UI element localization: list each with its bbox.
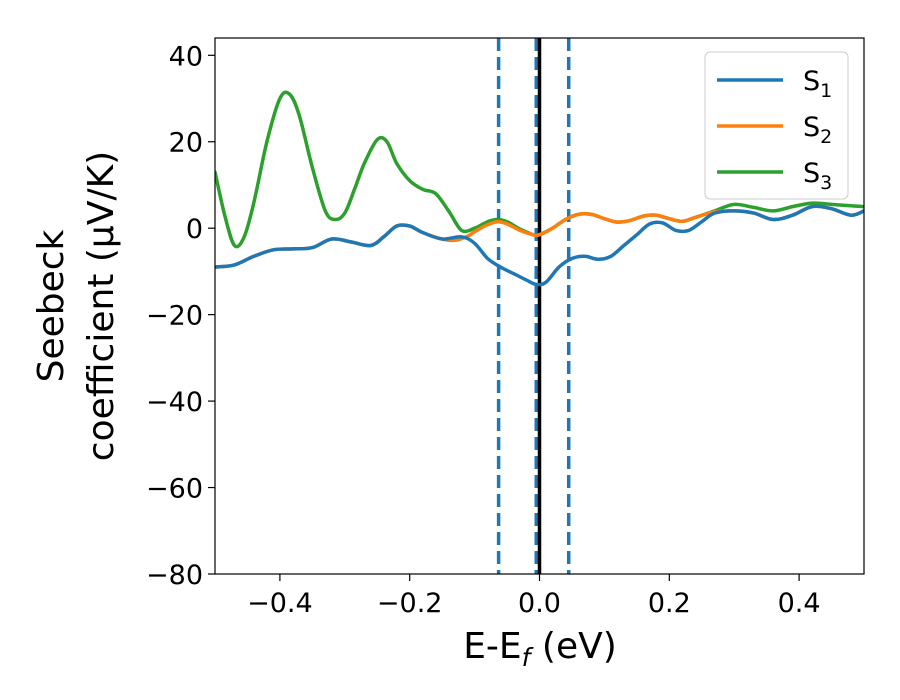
y-axis-label-line2: coefficient (μV/K) xyxy=(81,151,122,461)
legend-label-s2: S2 xyxy=(803,112,832,148)
x-axis-ticks: −0.4 −0.2 0.0 0.2 0.4 xyxy=(247,574,821,619)
plot-area xyxy=(214,37,865,575)
y-tick-label: −80 xyxy=(146,560,203,591)
x-tick-label: −0.2 xyxy=(377,588,443,619)
y-axis-label-line1: Seebeck xyxy=(31,229,72,382)
y-tick-label: 0 xyxy=(186,214,203,245)
y-tick-label: −20 xyxy=(146,301,203,332)
x-axis-label: E-Ef (eV) xyxy=(463,626,617,672)
legend-item-s3: S3 xyxy=(717,158,832,194)
series-line-s1 xyxy=(215,204,864,287)
x-tick-label: 0.2 xyxy=(648,588,691,619)
y-axis-ticks: −80 −60 −40 −20 0 20 40 xyxy=(146,41,215,591)
legend-label-s3: S3 xyxy=(803,158,832,194)
plot-contents xyxy=(215,38,864,574)
x-tick-label: 0.4 xyxy=(778,588,821,619)
y-tick-label: 20 xyxy=(169,128,203,159)
legend-label-s1: S1 xyxy=(803,66,832,102)
y-axis-label: Seebeck coefficient (μV/K) xyxy=(31,151,122,461)
y-tick-label: −40 xyxy=(146,387,203,418)
y-tick-label: 40 xyxy=(169,41,203,72)
legend-item-s2: S2 xyxy=(717,112,832,148)
legend: S1 S2 S3 xyxy=(704,51,849,200)
x-tick-label: 0.0 xyxy=(518,588,561,619)
x-axis-label-main: E-E xyxy=(463,626,521,667)
x-tick-label: −0.4 xyxy=(247,588,313,619)
y-tick-label: −60 xyxy=(146,474,203,505)
x-axis-label-suffix: (eV) xyxy=(530,626,616,667)
legend-item-s1: S1 xyxy=(717,66,832,102)
